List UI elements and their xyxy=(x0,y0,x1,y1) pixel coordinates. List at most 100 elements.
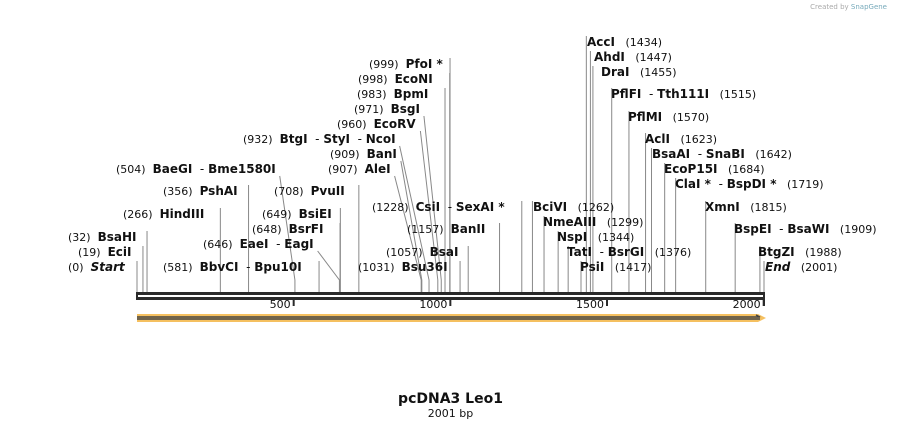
site-label[interactable]: AclI (1623) xyxy=(645,132,717,146)
enzyme-name: Bpu10I xyxy=(254,260,301,274)
feature-arrow[interactable] xyxy=(137,314,766,322)
enzyme-labels: (0) Start(19) EciI(32) BsaHI (266) HindII… xyxy=(68,35,877,274)
cut-site-line xyxy=(400,160,423,292)
separator: - xyxy=(238,260,254,274)
site-label[interactable]: AhdI (1447) xyxy=(594,50,672,64)
enzyme-name: Bsu36I xyxy=(402,260,448,274)
site-label[interactable]: (0) Start xyxy=(68,260,126,274)
site-position: (32) xyxy=(68,231,91,244)
site-label[interactable]: (999) PfoI * xyxy=(369,57,443,71)
enzyme-name: BspEI xyxy=(734,222,772,236)
site-label[interactable]: PflFI - Tth111I (1515) xyxy=(611,87,756,101)
site-label[interactable]: (909) BanI xyxy=(330,147,397,161)
enzyme-name: StyI xyxy=(323,132,350,146)
site-label[interactable]: (19) EciI xyxy=(78,245,131,259)
site-label[interactable]: (971) BsgI xyxy=(354,102,420,116)
enzyme-name: NcoI xyxy=(366,132,396,146)
separator: - xyxy=(440,200,456,214)
enzyme-name: NspI xyxy=(557,230,587,244)
enzyme-name: BspDI * xyxy=(727,177,777,191)
site-position: (0) xyxy=(68,261,84,274)
site-position: (1684) xyxy=(728,163,765,176)
site-label[interactable]: ClaI * - BspDI * (1719) xyxy=(675,177,824,191)
site-label[interactable]: (1157) BanII xyxy=(407,222,485,236)
site-position: (971) xyxy=(354,103,384,116)
site-label[interactable]: (648) BsrFI xyxy=(252,222,323,236)
enzyme-name: BanII xyxy=(451,222,486,236)
cut-site-lines xyxy=(136,36,765,292)
site-label[interactable]: (932) BtgI - StyI - NcoI xyxy=(243,132,396,146)
sequence-ruler: 500 1000 1500 2000 xyxy=(136,292,766,322)
site-label[interactable]: (581) BbvCI - Bpu10I xyxy=(163,260,302,274)
enzyme-name: TatI xyxy=(567,245,592,259)
enzyme-name: CsiI xyxy=(416,200,441,214)
site-position: (999) xyxy=(369,58,399,71)
site-position: (1719) xyxy=(787,178,824,191)
site-label[interactable]: (32) BsaHI xyxy=(68,230,137,244)
enzyme-name: SexAI * xyxy=(456,200,505,214)
site-label[interactable]: (1228) CsiI - SexAI * xyxy=(372,200,505,214)
enzyme-name: AclI xyxy=(645,132,670,146)
site-label[interactable]: (708) PvuII xyxy=(274,184,345,198)
site-label[interactable]: (907) AleI xyxy=(328,162,391,176)
site-position: (932) xyxy=(243,133,273,146)
enzyme-name: NmeAIII xyxy=(543,215,596,229)
enzyme-name: Bme1580I xyxy=(208,162,276,176)
enzyme-name: BanI xyxy=(367,147,397,161)
site-label[interactable]: DraI (1455) xyxy=(601,65,677,79)
site-label[interactable]: (998) EcoNI xyxy=(358,72,433,86)
site-position: (1434) xyxy=(625,36,662,49)
site-label[interactable]: End (2001) xyxy=(765,260,837,274)
site-position: (1988) xyxy=(805,246,842,259)
site-label[interactable]: (356) PshAI xyxy=(163,184,238,198)
site-label[interactable]: (266) HindIII xyxy=(123,207,204,221)
site-position: (1299) xyxy=(607,216,644,229)
site-label[interactable]: (960) EcoRV xyxy=(337,117,416,131)
enzyme-name: DraI xyxy=(601,65,629,79)
site-position: (646) xyxy=(203,238,233,251)
cut-site-line xyxy=(419,130,439,292)
site-label[interactable]: PflMI (1570) xyxy=(628,110,709,124)
enzyme-name: BsrFI xyxy=(289,222,324,236)
site-label[interactable]: EcoP15I (1684) xyxy=(664,162,765,176)
enzyme-name: XmnI xyxy=(705,200,740,214)
separator: - xyxy=(711,177,727,191)
site-position: (983) xyxy=(357,88,387,101)
ruler-tick-label: 1500 xyxy=(576,298,604,311)
enzyme-name: BsaAI xyxy=(652,147,690,161)
ruler-tick-label: 1000 xyxy=(419,298,447,311)
site-label[interactable]: BspEI - BsaWI (1909) xyxy=(734,222,877,236)
site-label[interactable]: (1031) Bsu36I xyxy=(358,260,448,274)
site-label[interactable]: AccI (1434) xyxy=(587,35,662,49)
enzyme-name: BsgI xyxy=(391,102,420,116)
site-label[interactable]: (504) BaeGI - Bme1580I xyxy=(116,162,276,176)
site-label[interactable]: (983) BpmI xyxy=(357,87,428,101)
site-position: (1447) xyxy=(635,51,672,64)
site-position: (1031) xyxy=(358,261,395,274)
ruler-tick-label: 2000 xyxy=(733,298,761,311)
site-position: (1815) xyxy=(750,201,787,214)
site-label[interactable]: NmeAIII (1299) xyxy=(543,215,643,229)
site-label[interactable]: BtgZI (1988) xyxy=(758,245,842,259)
site-label[interactable]: TatI - BsrGI (1376) xyxy=(567,245,691,259)
site-label[interactable]: BciVI (1262) xyxy=(533,200,614,214)
map-title: pcDNA3 Leo1 xyxy=(398,391,503,407)
enzyme-name: EciI xyxy=(108,245,132,259)
site-position: (1623) xyxy=(680,133,717,146)
cut-site-line xyxy=(394,175,422,292)
site-label[interactable]: (649) BsiEI xyxy=(262,207,332,221)
enzyme-name: EcoRV xyxy=(374,117,417,131)
enzyme-name: AhdI xyxy=(594,50,625,64)
site-label[interactable]: XmnI (1815) xyxy=(705,200,787,214)
enzyme-name: SnaBI xyxy=(706,147,745,161)
site-label[interactable]: PsiI (1417) xyxy=(580,260,651,274)
site-position: (581) xyxy=(163,261,193,274)
site-label[interactable]: NspI (1344) xyxy=(557,230,634,244)
site-label[interactable]: BsaAI - SnaBI (1642) xyxy=(652,147,792,161)
sequence-line-top xyxy=(137,292,764,295)
site-position: (2001) xyxy=(801,261,838,274)
cut-site-line xyxy=(279,175,296,292)
site-label[interactable]: (1057) BsaI xyxy=(386,245,458,259)
site-label[interactable]: (646) EaeI - EagI xyxy=(203,237,314,251)
